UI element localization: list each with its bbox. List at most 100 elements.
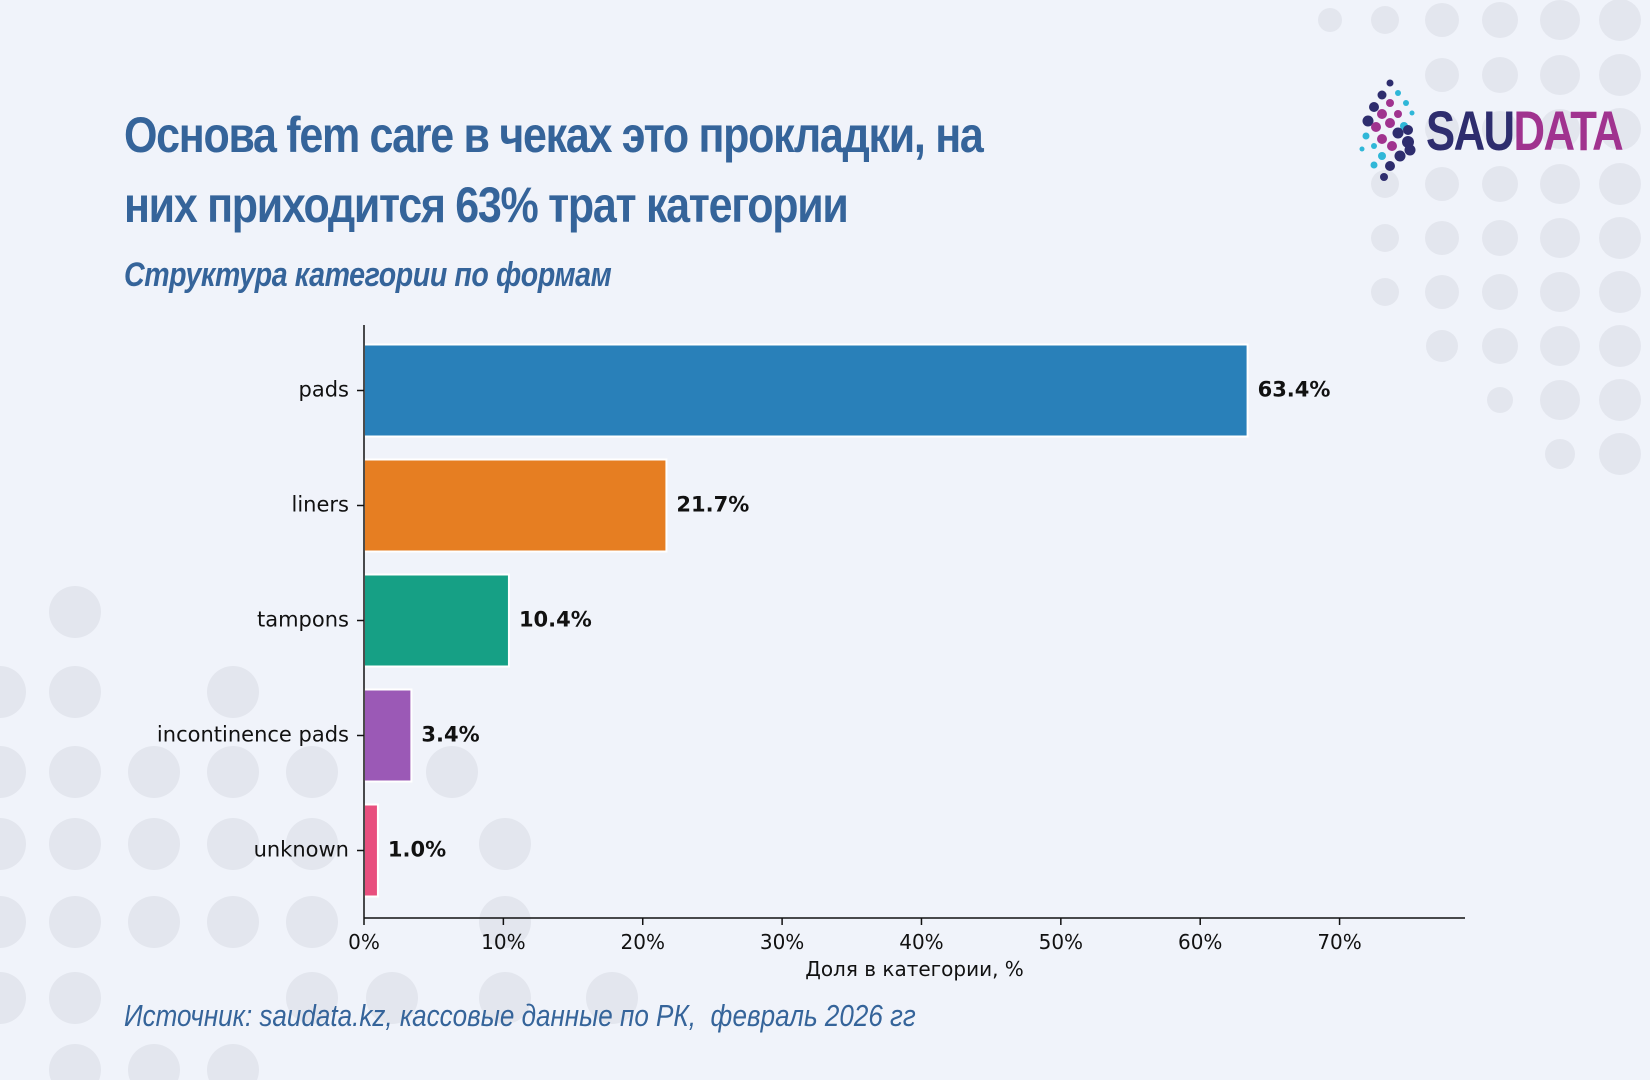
- logo-dot: [1377, 109, 1387, 119]
- category-label: unknown: [254, 838, 349, 862]
- background-dot: [207, 896, 259, 948]
- x-tick-label: 20%: [621, 930, 665, 954]
- background-dot: [128, 746, 180, 798]
- background-dot: [1425, 58, 1459, 92]
- background-dot: [426, 746, 478, 798]
- background-dot: [0, 746, 26, 798]
- background-dot: [286, 896, 338, 948]
- background-dot: [1599, 271, 1641, 313]
- background-dot: [1371, 278, 1399, 306]
- x-tick-label: 50%: [1039, 930, 1083, 954]
- bar-value-label: 21.7%: [676, 493, 749, 517]
- background-dot: [1599, 217, 1641, 259]
- background-dot: [1599, 0, 1641, 41]
- background-dot: [1540, 326, 1580, 366]
- background-dot: [49, 586, 101, 638]
- background-dot: [1426, 330, 1458, 362]
- x-tick-label: 30%: [760, 930, 804, 954]
- background-dot: [1540, 109, 1580, 149]
- background-dot: [1482, 2, 1518, 38]
- background-dot: [479, 972, 531, 1024]
- bar-value-label: 63.4%: [1258, 378, 1331, 402]
- background-dot: [1487, 387, 1513, 413]
- background-dot: [586, 972, 638, 1024]
- category-label: incontinence pads: [157, 723, 349, 747]
- background-dot: [207, 746, 259, 798]
- background-dot: [1599, 433, 1641, 475]
- category-label: pads: [299, 378, 349, 402]
- logo-dot: [1385, 161, 1395, 171]
- background-dot: [1482, 328, 1518, 364]
- logo-dot: [1404, 144, 1416, 156]
- logo-dot: [1362, 132, 1370, 140]
- logo-dot: [1395, 90, 1401, 96]
- background-dot: [1545, 439, 1575, 469]
- background-dot: [1599, 54, 1641, 96]
- logo-dot: [1371, 122, 1381, 132]
- background-dot: [1482, 111, 1518, 147]
- background-dot: [1540, 380, 1580, 420]
- logo-dot: [1385, 118, 1395, 128]
- background-dot: [49, 746, 101, 798]
- background-dot: [1599, 325, 1641, 367]
- background-dot: [49, 896, 101, 948]
- source-note: Источник: saudata.kz, кассовые данные по…: [124, 998, 916, 1033]
- background-dot: [479, 896, 531, 948]
- background-dot: [128, 896, 180, 948]
- background-dot: [128, 818, 180, 870]
- bar-value-label: 10.4%: [519, 608, 592, 632]
- logo-dot: [1370, 161, 1378, 169]
- background-dot: [286, 746, 338, 798]
- background-dot: [1371, 170, 1399, 198]
- bar-value-label: 1.0%: [388, 838, 446, 862]
- bar-tampons: [363, 573, 510, 668]
- background-dot: [1599, 108, 1641, 150]
- x-tick-label: 70%: [1317, 930, 1361, 954]
- bar-value-label: 3.4%: [421, 723, 479, 747]
- background-dot: [1371, 224, 1399, 252]
- logo-dot: [1394, 110, 1402, 118]
- background-dot: [1599, 163, 1641, 205]
- logo-dot: [1403, 100, 1409, 106]
- logo-dot: [1386, 99, 1394, 107]
- background-dot: [286, 818, 338, 870]
- background-dot: [1482, 220, 1518, 256]
- logo-dot: [1403, 125, 1413, 135]
- logo-dot: [1392, 127, 1404, 139]
- background-dot: [0, 972, 26, 1024]
- background-dot: [1540, 0, 1580, 40]
- bar-liners: [363, 458, 668, 553]
- logo-dot: [1371, 143, 1377, 149]
- logo-dot: [1387, 141, 1397, 151]
- chart-subtitle: Структура категории по формам: [124, 256, 612, 294]
- background-dot: [1482, 274, 1518, 310]
- logo-dot: [1386, 79, 1394, 87]
- background-dot: [128, 1044, 180, 1080]
- logo-dot: [1377, 90, 1387, 100]
- background-dot: [1371, 6, 1399, 34]
- background-dot: [207, 818, 259, 870]
- category-label: liners: [292, 493, 349, 517]
- logo-dot: [1377, 134, 1387, 144]
- logo-dot: [1394, 150, 1406, 162]
- background-dot: [1318, 8, 1342, 32]
- bar-unknown: [363, 803, 379, 898]
- background-dot: [366, 972, 418, 1024]
- background-dot: [0, 896, 26, 948]
- logo-dot: [1380, 173, 1388, 181]
- logo-dot: [1409, 110, 1415, 116]
- background-dot: [207, 666, 259, 718]
- bar-incontinence-pads: [363, 688, 413, 783]
- background-dot: [0, 666, 26, 718]
- background-dot: [49, 1044, 101, 1080]
- background-dot: [1540, 218, 1580, 258]
- logo-text-sau: SAU: [1426, 99, 1515, 162]
- background-dot: [1425, 221, 1459, 255]
- chart-title: Основа fem care в чеках это прокладки, н…: [124, 107, 984, 233]
- background-dot: [0, 818, 26, 870]
- saudata-logo-text: SAUDATA: [1426, 98, 1624, 163]
- background-dot: [1540, 55, 1580, 95]
- background-dot: [49, 666, 101, 718]
